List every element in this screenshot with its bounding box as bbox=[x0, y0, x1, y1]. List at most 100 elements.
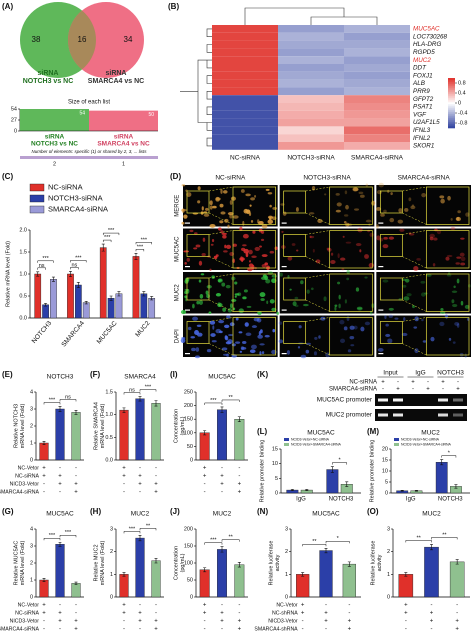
condition-sign: - bbox=[397, 380, 399, 386]
row-label: ALB bbox=[412, 80, 425, 87]
condition-sign: + bbox=[74, 619, 78, 625]
column-label: NOTCH3-siRNA bbox=[287, 155, 335, 162]
heatmap-cell bbox=[212, 142, 278, 150]
cell-signal bbox=[226, 315, 231, 319]
bar bbox=[296, 574, 310, 598]
condition-sign: - bbox=[155, 474, 157, 480]
colorbar-segment bbox=[448, 78, 455, 81]
bar bbox=[119, 574, 129, 598]
cell-signal bbox=[404, 207, 409, 212]
y-tick-label: 0.0 bbox=[105, 457, 113, 463]
colorbar-segment bbox=[448, 120, 455, 123]
cell-signal bbox=[302, 303, 309, 307]
row-label: MUC2 bbox=[413, 57, 431, 64]
y-axis-label: Concentration bbox=[173, 409, 179, 443]
chart-title: MUC2 bbox=[422, 511, 441, 518]
cell-signal bbox=[227, 308, 233, 313]
row-label: DAPI bbox=[175, 329, 181, 343]
y-tick-label: 5 bbox=[275, 476, 278, 482]
cell-signal bbox=[382, 279, 389, 283]
significance-bracket bbox=[204, 542, 223, 545]
error-bar bbox=[42, 441, 46, 445]
cell-signal bbox=[219, 330, 223, 334]
cell-signal bbox=[421, 193, 427, 198]
cell-signal bbox=[397, 219, 404, 224]
cell-signal bbox=[349, 325, 355, 330]
condition-sign: + bbox=[74, 627, 78, 633]
cell-signal bbox=[196, 300, 200, 305]
condition-sign: + bbox=[404, 603, 408, 609]
condition-sign: - bbox=[59, 466, 61, 472]
bar bbox=[132, 256, 140, 319]
cell-signal bbox=[183, 214, 188, 219]
inset-connector bbox=[208, 317, 234, 356]
y-tick-label: 200 bbox=[184, 403, 193, 409]
cell-signal bbox=[224, 324, 230, 329]
cell-signal bbox=[447, 195, 451, 201]
chart-title: SMARCA4 bbox=[124, 374, 156, 381]
inset-box bbox=[425, 317, 470, 356]
cell-signal bbox=[234, 295, 237, 298]
error-bar bbox=[74, 581, 78, 586]
cell-signal bbox=[250, 220, 254, 223]
heatmap-cell bbox=[344, 25, 410, 33]
legend-label: NOTCH3-siRNA bbox=[48, 193, 103, 202]
cell-signal bbox=[215, 293, 222, 297]
cell-signal bbox=[211, 238, 215, 243]
cell-signal bbox=[222, 190, 228, 194]
cell-signal bbox=[464, 353, 467, 359]
condition-sign: - bbox=[221, 603, 223, 609]
cell-signal bbox=[388, 236, 395, 240]
cell-signal bbox=[337, 253, 340, 259]
significance-bracket bbox=[135, 249, 145, 252]
condition-sign: + bbox=[58, 619, 62, 625]
significance-label: ** bbox=[229, 395, 234, 401]
condition-label: SMARCA4-shRNA bbox=[254, 626, 298, 632]
condition-sign: + bbox=[220, 611, 224, 617]
heatmap-cell bbox=[212, 103, 278, 111]
condition-sign: + bbox=[154, 619, 158, 625]
colorbar-segment bbox=[448, 112, 455, 115]
error-bar bbox=[101, 243, 105, 252]
colorbar-segment bbox=[448, 86, 455, 89]
cell-signal bbox=[383, 209, 387, 214]
cell-signal bbox=[349, 336, 355, 340]
gel-strip bbox=[375, 394, 467, 406]
row-label: GFPT2 bbox=[413, 96, 434, 103]
cell-signal bbox=[289, 288, 292, 291]
bar bbox=[71, 583, 81, 598]
cell-signal bbox=[200, 273, 205, 276]
cell-signal bbox=[209, 223, 216, 228]
cell-signal bbox=[340, 338, 346, 344]
significance-label: ns bbox=[39, 263, 45, 269]
heatmap-cell bbox=[278, 79, 344, 88]
y-tick-label: 100 bbox=[184, 430, 193, 436]
y-tick-label: 2 bbox=[285, 549, 288, 555]
cell-signal bbox=[244, 322, 249, 327]
legend-label: NCID3-Vetor+NC-siRNA bbox=[401, 437, 440, 441]
inset-connector bbox=[305, 186, 330, 225]
y-tick-label: 15 bbox=[272, 446, 278, 452]
condition-sign: - bbox=[412, 387, 414, 393]
category-label: siRNA bbox=[114, 134, 134, 141]
y-tick-label: 1 bbox=[30, 440, 33, 446]
cell-signal bbox=[440, 311, 446, 314]
y-axis-label: Relative mRNA level (Fold) bbox=[5, 241, 11, 307]
y-tick-label: 0.0 bbox=[19, 315, 27, 321]
cell-signal bbox=[229, 322, 235, 327]
cell-signal bbox=[197, 186, 201, 191]
cell-signal bbox=[219, 203, 224, 208]
error-bar bbox=[122, 572, 126, 577]
cell-signal bbox=[184, 262, 187, 265]
colorbar-segment bbox=[448, 110, 455, 113]
error-bar bbox=[345, 481, 349, 487]
category-label: SMARCA4 vs NC bbox=[97, 141, 150, 148]
set-name: SMARCA4 vs NC bbox=[88, 78, 144, 85]
cell-signal bbox=[456, 278, 460, 284]
cell-signal bbox=[272, 328, 276, 333]
cell-signal bbox=[356, 306, 363, 310]
cell-signal bbox=[358, 191, 364, 195]
cell-signal bbox=[292, 301, 297, 307]
bar bbox=[89, 110, 158, 131]
condition-sign: + bbox=[426, 387, 430, 393]
